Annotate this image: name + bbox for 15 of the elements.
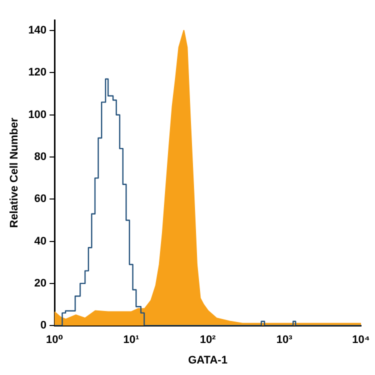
- x-tick-label: 10⁴: [352, 334, 370, 346]
- y-tick-label: 100: [28, 108, 47, 121]
- x-tick-label: 10¹: [123, 334, 140, 346]
- y-tick-label: 140: [28, 24, 47, 37]
- x-tick-label: 10²: [200, 334, 216, 346]
- y-tick-label: 120: [28, 66, 47, 79]
- x-tick-label: 10⁰: [46, 334, 64, 346]
- y-axis-title: Relative Cell Number: [8, 117, 21, 228]
- y-tick-label: 0: [40, 320, 47, 332]
- y-tick-label: 80: [34, 151, 47, 164]
- y-tick-label: 60: [34, 193, 47, 206]
- y-tick-label: 40: [34, 235, 47, 248]
- x-axis-title: GATA-1: [188, 354, 228, 366]
- y-tick-label: 20: [34, 277, 47, 290]
- x-tick-label: 10³: [276, 334, 293, 346]
